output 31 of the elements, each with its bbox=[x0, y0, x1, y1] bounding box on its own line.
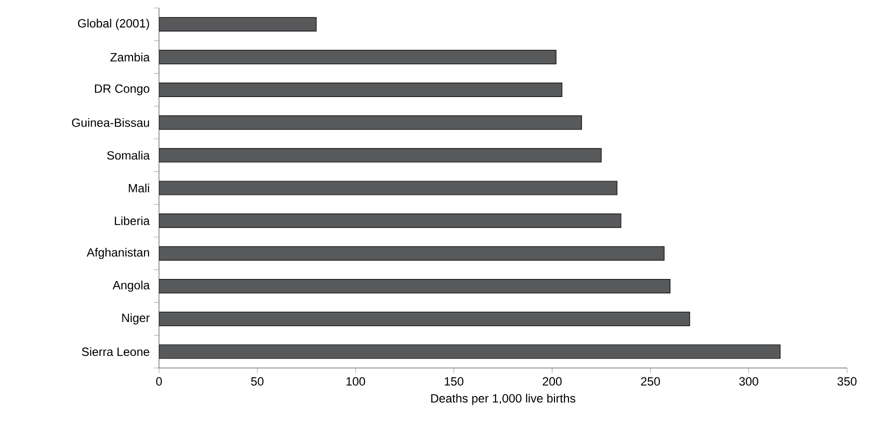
x-tick-label: 0 bbox=[156, 377, 162, 386]
bar bbox=[159, 50, 556, 64]
y-tick-label: Global (2001) bbox=[78, 18, 150, 30]
bar bbox=[159, 17, 317, 32]
y-tick-label: DR Congo bbox=[94, 84, 150, 96]
x-tick-label: 250 bbox=[641, 377, 660, 386]
y-tick-label: Somalia bbox=[107, 150, 150, 160]
bar bbox=[159, 246, 664, 261]
y-tick-label: Liberia bbox=[114, 216, 150, 226]
y-tick-label: Afghanistan bbox=[86, 248, 150, 260]
y-tick-label: Zambia bbox=[110, 52, 150, 62]
y-tick-label: Sierra Leone bbox=[82, 347, 150, 356]
x-axis-title: Deaths per 1,000 live births bbox=[431, 394, 576, 405]
bar bbox=[159, 148, 602, 162]
bar bbox=[159, 278, 670, 294]
bar bbox=[159, 344, 780, 359]
y-tick-label: Angola bbox=[112, 280, 150, 292]
x-tick-label: 150 bbox=[444, 377, 464, 386]
x-tick-label: 50 bbox=[251, 377, 264, 386]
x-tick-label: 200 bbox=[542, 377, 562, 386]
bar bbox=[159, 115, 582, 130]
bar bbox=[159, 82, 562, 97]
x-tick-label: 300 bbox=[739, 377, 758, 386]
x-tick-label: 350 bbox=[837, 377, 857, 386]
x-tick-label: 100 bbox=[346, 377, 366, 386]
y-tick-label: Mali bbox=[128, 184, 150, 192]
y-tick-label: Niger bbox=[122, 313, 150, 324]
bar bbox=[159, 214, 622, 228]
bar bbox=[159, 312, 690, 326]
y-tick-label: Guinea-Bissau bbox=[72, 118, 150, 127]
bar bbox=[159, 180, 618, 196]
